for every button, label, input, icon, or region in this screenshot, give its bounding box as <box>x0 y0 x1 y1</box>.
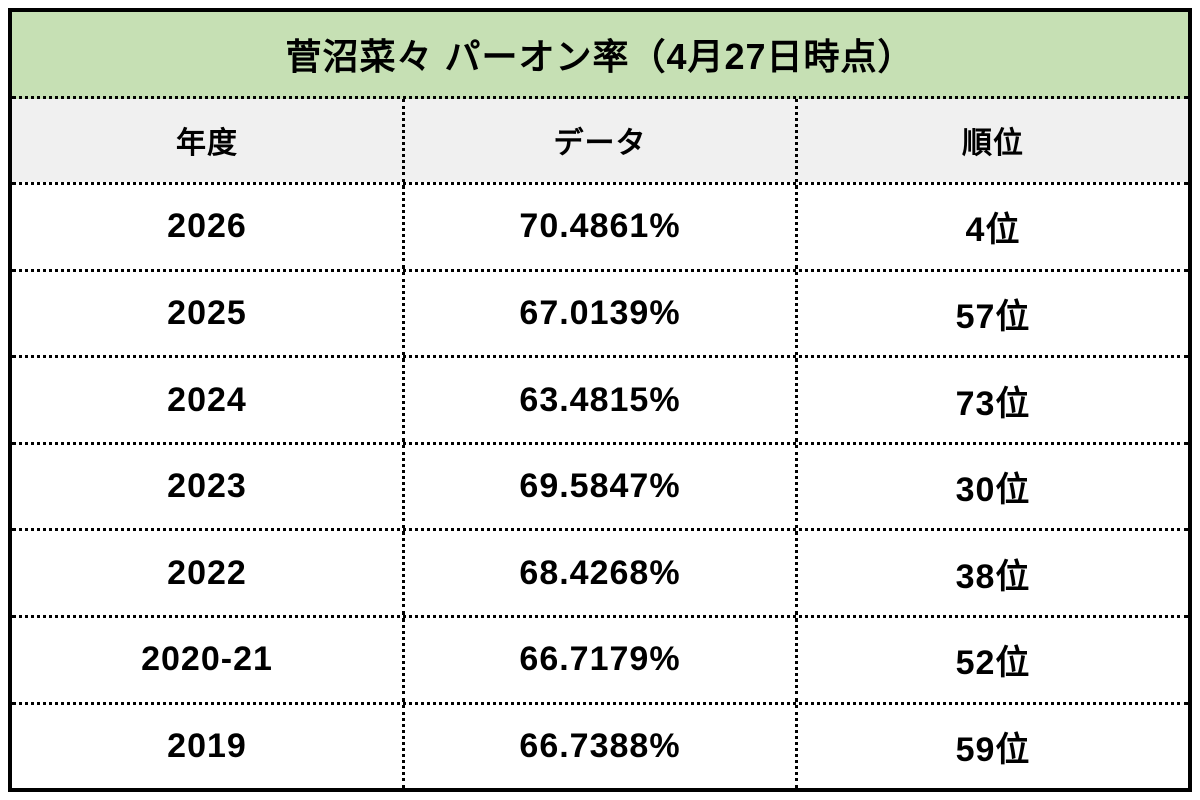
header-year: 年度 <box>12 98 405 183</box>
header-rank: 順位 <box>798 98 1188 183</box>
table-row: 2026 70.4861% 4位 <box>12 185 1188 272</box>
cell-rank: 52位 <box>955 644 1031 683</box>
table-row: 2025 67.0139% 57位 <box>12 271 1188 359</box>
cell-value: 66.7179% <box>405 617 798 702</box>
cell-value: 70.4861% <box>405 185 798 269</box>
table-title-row: 菅沼菜々 パーオン率（4月27日時点） <box>12 12 1188 99</box>
header-data: データ <box>405 98 798 183</box>
table-row: 2022 68.4268% 38位 <box>12 531 1188 618</box>
cell-year: 2025 <box>12 271 405 356</box>
table-header-row: 年度 データ 順位 <box>12 98 1188 186</box>
cell-rank: 73位 <box>955 384 1031 423</box>
table-row: 2024 63.4815% 73位 <box>12 358 1188 445</box>
table-row: 2023 69.5847% 30位 <box>12 444 1188 532</box>
table-title: 菅沼菜々 パーオン率（4月27日時点） <box>285 35 915 77</box>
cell-year: 2019 <box>12 704 405 789</box>
cell-rank: 57位 <box>955 297 1031 336</box>
cell-rank: 59位 <box>955 730 1031 769</box>
cell-rank: 30位 <box>955 471 1031 510</box>
cell-value: 66.7388% <box>405 704 798 789</box>
cell-rank: 38位 <box>955 557 1031 596</box>
cell-rank: 4位 <box>965 211 1021 250</box>
cell-value: 67.0139% <box>405 271 798 356</box>
cell-year: 2024 <box>12 358 405 442</box>
cell-value: 63.4815% <box>405 358 798 442</box>
cell-year: 2023 <box>12 444 405 529</box>
cell-year: 2022 <box>12 531 405 615</box>
stat-table: 菅沼菜々 パーオン率（4月27日時点） 年度 データ 順位 2026 70.48… <box>8 8 1192 792</box>
cell-year: 2026 <box>12 185 405 269</box>
table-row: 2020-21 66.7179% 52位 <box>12 617 1188 705</box>
table-row: 2019 66.7388% 59位 <box>12 704 1188 789</box>
cell-value: 69.5847% <box>405 444 798 529</box>
cell-year: 2020-21 <box>12 617 405 702</box>
cell-value: 68.4268% <box>405 531 798 615</box>
